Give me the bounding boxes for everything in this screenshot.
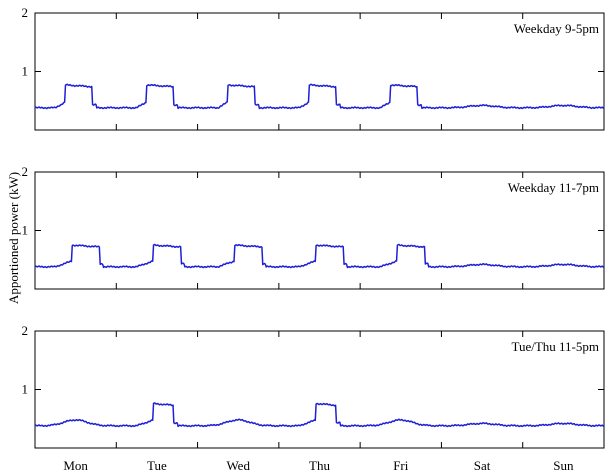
y-tick-label: 1 — [22, 223, 29, 238]
x-tick-label: Wed — [226, 458, 250, 473]
x-tick-label: Thu — [309, 458, 330, 473]
y-tick-label: 2 — [22, 5, 29, 20]
y-tick-label: 1 — [22, 64, 29, 79]
x-tick-label: Fri — [393, 458, 409, 473]
x-tick-label: Mon — [63, 458, 88, 473]
x-tick-labels: Mon Tue Wed Thu Fri Sat Sun — [63, 458, 574, 473]
x-tick-label: Tue — [147, 458, 167, 473]
chart-panel-3: 1 2 Tue/Thu 11-5pm — [22, 323, 605, 449]
panel-title: Tue/Thu 11-5pm — [511, 339, 599, 354]
chart-panel-2: 1 2 Weekday 11-7pm — [22, 164, 605, 290]
x-tick-label: Sat — [474, 458, 491, 473]
chart-panel-1: 1 2 Weekday 9-5pm — [22, 5, 605, 131]
y-tick-label: 1 — [22, 382, 29, 397]
series-line — [34, 83, 605, 110]
x-tick-label: Sun — [553, 458, 574, 473]
series-line — [34, 402, 605, 428]
panel-title: Weekday 9-5pm — [514, 21, 599, 36]
y-tick-label: 2 — [22, 164, 29, 179]
y-tick-label: 2 — [22, 323, 29, 338]
panel-title: Weekday 11-7pm — [508, 180, 599, 195]
y-axis-label: Apportioned power (kW) — [6, 172, 21, 304]
series-line — [34, 243, 605, 269]
chart-panels: 1 2 Weekday 9-5pm 1 2 Weekday 11-7pm 1 2 Tue/Thu… — [22, 5, 605, 449]
